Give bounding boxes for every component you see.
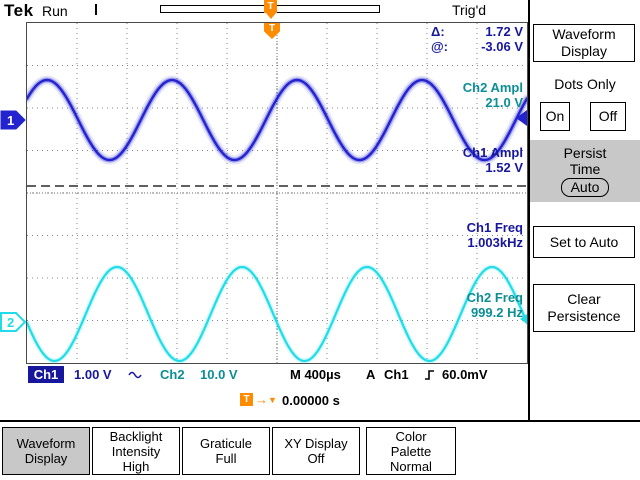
dots-only-off-button[interactable]: Off bbox=[590, 102, 626, 131]
bottom-menu-button-xy-display[interactable]: XY Display Off bbox=[272, 427, 360, 475]
trigger-prefix: A bbox=[366, 367, 376, 382]
ch1-badge: Ch1 bbox=[28, 366, 64, 383]
measurement-ch1-ampl: Ch1 Ampl 1.52 V bbox=[463, 145, 523, 175]
measurement-ch1-freq: Ch1 Freq 1.003kHz bbox=[467, 220, 523, 250]
trigger-time-marker: T bbox=[240, 393, 253, 406]
delta-value: 1.72 V bbox=[485, 24, 523, 39]
clear-persistence-button[interactable]: Clear Persistence bbox=[533, 284, 635, 332]
at-label: @: bbox=[431, 39, 449, 54]
trigger-position-marker: T bbox=[264, 0, 277, 13]
trigger-time-pointer-icon: ▼ bbox=[268, 395, 277, 405]
side-menu: Waveform Display Dots Only On Off Persis… bbox=[530, 0, 640, 420]
tek-logo: Tek bbox=[4, 1, 34, 20]
trigger-point-flag: T bbox=[264, 23, 280, 39]
bottom-menu-button-backlight-intensity[interactable]: Backlight Intensity High bbox=[92, 427, 180, 475]
bottom-menu: Waveform Display Backlight Intensity Hig… bbox=[0, 422, 640, 480]
persist-time-button[interactable]: Persist Time Auto bbox=[530, 140, 640, 202]
at-value: -3.06 V bbox=[481, 39, 523, 54]
at-readout: @: -3.06 V bbox=[431, 39, 523, 54]
measurement-value: 21.0 V bbox=[485, 95, 523, 110]
ch2-marker: 2 bbox=[0, 312, 27, 332]
ch2-scale: 10.0 V bbox=[200, 367, 238, 382]
measurement-label: Ch2 Freq bbox=[466, 290, 523, 305]
cursor-readout: Δ: 1.72 V @: -3.06 V bbox=[431, 24, 523, 54]
trigger-time-arrow-icon: → bbox=[255, 392, 268, 407]
measurement-ch2-freq: Ch2 Freq 999.2 Hz bbox=[467, 290, 523, 320]
acquisition-state: Run bbox=[42, 3, 68, 19]
trigger-time-value: 0.00000 s bbox=[282, 393, 340, 408]
top-tick bbox=[95, 4, 97, 15]
ch1-right-indicator-icon bbox=[516, 110, 527, 126]
persist-time-label: Persist Time bbox=[563, 145, 607, 177]
trigger-level: 60.0mV bbox=[442, 367, 488, 382]
graticule: T Δ: 1.72 V @: -3.06 V Ch2 Ampl 21.0 V bbox=[26, 22, 528, 364]
measurement-value: 1.52 V bbox=[485, 160, 523, 175]
scope-screen: Tek Run T Trig'd T Δ: 1.72 V @: bbox=[0, 0, 530, 420]
status-bar: Ch1 1.00 V Ch2 10.0 V M 400µs A Ch1 60.0… bbox=[0, 366, 528, 384]
ch1-scale: 1.00 V bbox=[74, 367, 112, 382]
ch2-marker-digit: 2 bbox=[7, 315, 14, 330]
bottom-menu-button-graticule[interactable]: Graticule Full bbox=[182, 427, 270, 475]
bottom-menu-button-waveform-display[interactable]: Waveform Display bbox=[2, 427, 90, 475]
delta-label: Δ: bbox=[431, 24, 445, 39]
measurement-label: Ch2 Ampl bbox=[462, 80, 523, 95]
persist-time-value: Auto bbox=[560, 178, 610, 197]
set-to-auto-button[interactable]: Set to Auto bbox=[533, 226, 635, 258]
trigger-status: Trig'd bbox=[452, 2, 487, 18]
measurement-value: 999.2 Hz bbox=[470, 305, 523, 320]
trigger-position-stem-icon bbox=[266, 13, 276, 19]
measurement-ch2-ampl: Ch2 Ampl 21.0 V bbox=[463, 80, 523, 110]
ch1-marker-digit: 1 bbox=[7, 113, 14, 128]
timebase-readout: M 400µs bbox=[290, 367, 341, 382]
waveform-plot bbox=[27, 23, 527, 363]
side-menu-title: Waveform Display bbox=[533, 24, 635, 62]
trigger-source: Ch1 bbox=[384, 367, 409, 382]
measurement-label: Ch1 Ampl bbox=[462, 145, 523, 160]
bottom-menu-button-color-palette[interactable]: Color Palette Normal bbox=[366, 427, 456, 475]
ch2-label: Ch2 bbox=[160, 367, 185, 382]
delta-readout: Δ: 1.72 V bbox=[431, 24, 523, 39]
upper-region: Tek Run T Trig'd T Δ: 1.72 V @: bbox=[0, 0, 640, 422]
trigger-time-row: T → ▼ 0.00000 s bbox=[0, 392, 528, 412]
ch2-right-indicator-icon bbox=[520, 314, 527, 324]
measurement-label: Ch1 Freq bbox=[466, 220, 523, 235]
measurement-value: 1.003kHz bbox=[467, 235, 523, 250]
rising-edge-icon bbox=[425, 370, 434, 380]
dots-only-label: Dots Only bbox=[554, 76, 616, 92]
dots-only-on-button[interactable]: On bbox=[540, 102, 570, 131]
sine-coupling-icon bbox=[128, 371, 142, 379]
ch1-marker: 1 bbox=[0, 110, 26, 130]
